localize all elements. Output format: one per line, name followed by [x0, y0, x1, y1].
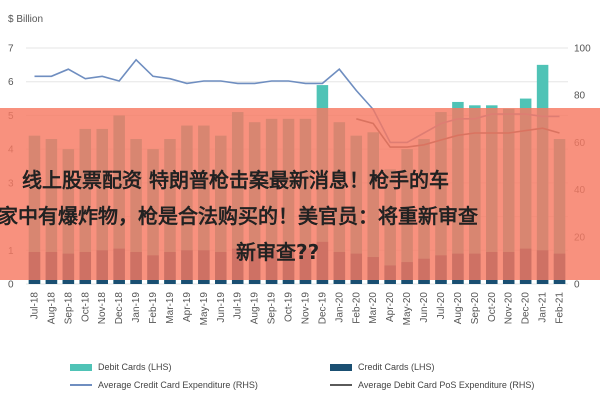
- x-tick-label: Mar-19: [165, 292, 176, 324]
- axis-ticks: 01234567020406080100Jul-18Aug-18Sep-18Oc…: [8, 44, 591, 326]
- x-tick-label: Oct-20: [487, 292, 498, 322]
- x-tick-label: Jun-20: [419, 292, 430, 323]
- legend-swatch-credit-cards: [330, 363, 352, 371]
- left-tick-label: 7: [8, 44, 14, 55]
- right-tick-label: 0: [574, 280, 580, 291]
- x-tick-label: Jul-20: [436, 292, 447, 320]
- x-tick-label: Feb-21: [555, 292, 566, 324]
- x-tick-label: Aug-20: [453, 292, 464, 325]
- left-tick-label: 6: [8, 77, 14, 88]
- x-tick-label: Oct-18: [80, 292, 91, 322]
- x-tick-label: Aug-18: [46, 292, 57, 325]
- overlay-banner: [0, 108, 600, 280]
- x-tick-label: Sep-19: [267, 292, 278, 325]
- x-tick-label: Nov-19: [301, 292, 312, 325]
- x-tick-label: Nov-18: [97, 292, 108, 325]
- legend-label-credit-cards: Credit Cards (LHS): [358, 362, 435, 372]
- legend-item-debit-cards: Debit Cards (LHS): [70, 362, 172, 372]
- overlay-text[interactable]: 线上股票配资 特朗普枪击案最新消息！枪手的车 家中有爆炸物，枪是合法购买的！美官…: [0, 162, 600, 270]
- left-tick-label: 0: [8, 280, 14, 291]
- x-tick-label: Feb-19: [148, 292, 159, 324]
- x-tick-label: Jun-19: [216, 292, 227, 323]
- right-tick-label: 100: [574, 44, 591, 55]
- x-tick-label: Dec-18: [114, 292, 125, 325]
- x-tick-label: Jul-18: [30, 292, 41, 320]
- legend-item-avg-debit-pos: Average Debit Card PoS Expenditure (RHS): [330, 380, 534, 390]
- x-tick-label: Dec-19: [317, 292, 328, 325]
- x-tick-label: Aug-19: [250, 292, 261, 325]
- legend-label-avg-credit: Average Credit Card Expenditure (RHS): [98, 380, 258, 390]
- legend-swatch-debit-cards: [70, 363, 92, 371]
- x-tick-label: Oct-19: [284, 292, 295, 322]
- legend-label-avg-debit-pos: Average Debit Card PoS Expenditure (RHS): [358, 380, 535, 390]
- legend-item-credit-cards: Credit Cards (LHS): [330, 362, 435, 372]
- overlay-line-1: 线上股票配资 特朗普枪击案最新消息！枪手的车: [22, 168, 449, 192]
- chart-legend: Debit Cards (LHS) Credit Cards (LHS) Ave…: [0, 356, 600, 400]
- legend-item-avg-credit: Average Credit Card Expenditure (RHS): [70, 380, 258, 390]
- x-tick-label: Jan-21: [538, 292, 549, 323]
- x-tick-label: Apr-19: [182, 292, 193, 322]
- x-tick-label: Nov-20: [504, 292, 515, 325]
- x-tick-label: Jul-19: [233, 292, 244, 320]
- x-tick-label: Jan-19: [131, 292, 142, 323]
- right-tick-label: 80: [574, 91, 586, 102]
- x-tick-label: Apr-20: [385, 292, 396, 322]
- legend-line-avg-debit-pos: [330, 384, 352, 386]
- x-tick-label: May-19: [199, 292, 210, 326]
- x-tick-label: Sep-20: [470, 292, 481, 325]
- x-tick-label: May-20: [402, 292, 413, 326]
- overlay-line-2: 家中有爆炸物，枪是合法购买的！美官员：将重新审查: [0, 204, 478, 228]
- legend-label-debit-cards: Debit Cards (LHS): [98, 362, 172, 372]
- overlay-line-3: 新审查??: [236, 240, 320, 264]
- x-tick-label: Mar-20: [368, 292, 379, 324]
- left-axis-label: $ Billion: [8, 14, 43, 25]
- x-tick-label: Sep-18: [63, 292, 74, 325]
- legend-line-avg-credit: [70, 384, 92, 386]
- x-tick-label: Jan-20: [334, 292, 345, 323]
- x-tick-label: Feb-20: [351, 292, 362, 324]
- x-tick-label: Dec-20: [521, 292, 532, 325]
